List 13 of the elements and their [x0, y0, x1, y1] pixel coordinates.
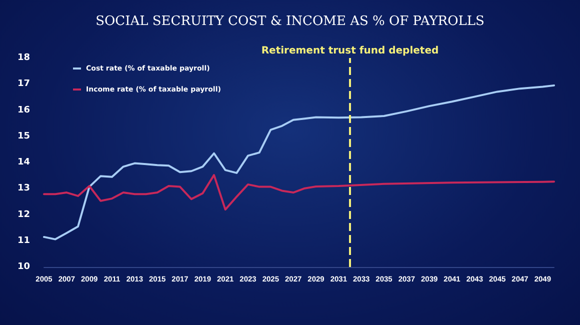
y-tick-label: 18 [17, 53, 30, 63]
y-tick-label: 10 [17, 262, 30, 272]
y-tick-label: 17 [17, 79, 30, 90]
y-tick-label: 13 [17, 184, 30, 194]
y-tick-label: 12 [17, 210, 30, 220]
y-tick-label: 14 [17, 158, 30, 168]
line-series [43, 84, 555, 240]
y-tick-label: 11 [17, 236, 30, 246]
line-series [43, 174, 555, 211]
chart-title: SOCIAL SECRUITY COST & INCOME AS % OF PAYROLLS [96, 14, 484, 29]
ref-line-label: Retirement trust fund depleted [261, 46, 439, 56]
y-tick-label: 16 [17, 105, 30, 116]
y-tick-label: 15 [17, 131, 30, 142]
